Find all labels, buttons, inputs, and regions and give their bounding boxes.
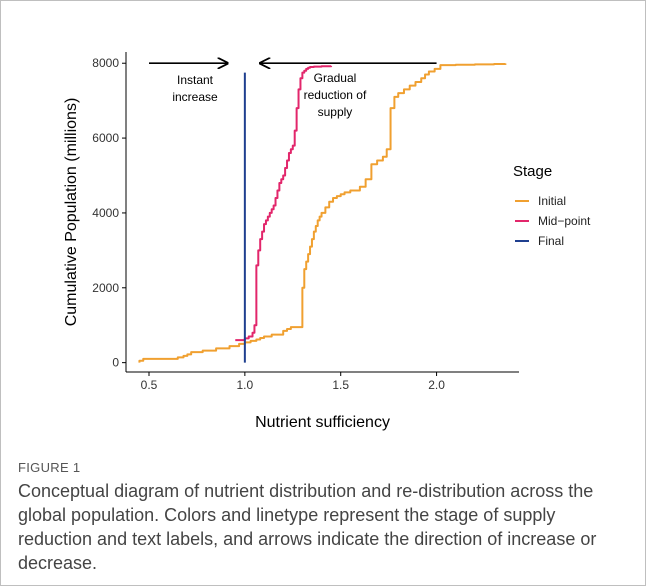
chart: 0 2000 4000 6000 8000 0.5 1.0 1.5 2.0 Nutrient su… (63, 52, 591, 431)
legend: Stage Initial Mid−point Final (513, 163, 591, 248)
legend-entry: Initial (538, 194, 566, 208)
axes: 0 2000 4000 6000 8000 0.5 1.0 1.5 2.0 Nutrient su… (63, 52, 519, 431)
y-tick-label: 2000 (92, 281, 119, 295)
y-axis-title: Cumulative Population (millions) (63, 98, 80, 327)
y-tick-label: 8000 (92, 56, 119, 70)
series-line-mid-point (235, 65, 333, 342)
annotation-label: Gradual reduction of supply (304, 71, 367, 119)
annotation-line: increase (172, 90, 218, 104)
x-tick-label: 1.0 (237, 378, 254, 392)
figure-label: FIGURE 1 (18, 460, 81, 475)
x-axis-title: Nutrient sufficiency (255, 414, 390, 431)
series-line-initial (138, 62, 507, 363)
x-tick-label: 1.5 (332, 378, 349, 392)
y-tick-label: 6000 (92, 131, 119, 145)
x-tick-label: 0.5 (141, 378, 158, 392)
legend-entry: Mid−point (538, 214, 591, 228)
annotation-label: Instant increase (172, 73, 218, 104)
annotation-line: Instant (177, 73, 214, 87)
chart-marks: Instant increase Gradual reduction of supply (138, 62, 507, 363)
annotation-line: Gradual (314, 71, 357, 85)
x-tick-label: 2.0 (428, 378, 445, 392)
legend-title: Stage (513, 163, 552, 180)
figure-caption: Conceptual diagram of nutrient distribut… (18, 481, 597, 573)
y-tick-label: 4000 (92, 206, 119, 220)
annotation-line: reduction of (304, 88, 367, 102)
annotation-line: supply (318, 105, 353, 119)
legend-entry: Final (538, 234, 564, 248)
y-tick-label: 0 (112, 356, 119, 370)
